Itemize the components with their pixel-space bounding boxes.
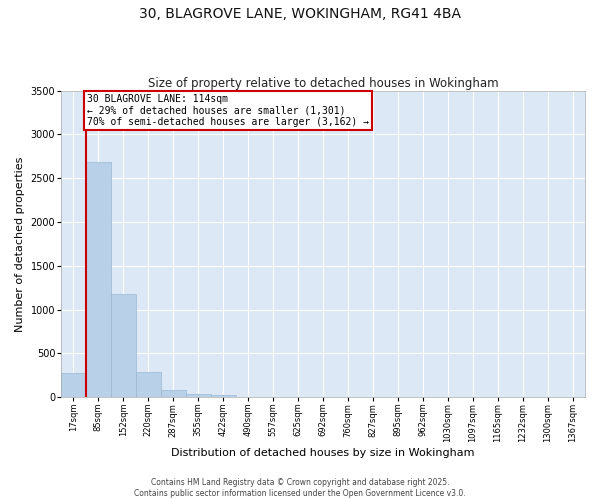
Y-axis label: Number of detached properties: Number of detached properties bbox=[15, 156, 25, 332]
Bar bbox=[136, 372, 161, 397]
Title: Size of property relative to detached houses in Wokingham: Size of property relative to detached ho… bbox=[148, 76, 498, 90]
Bar bbox=[86, 162, 111, 397]
Bar bbox=[161, 390, 185, 397]
Bar bbox=[61, 374, 86, 397]
Bar bbox=[111, 294, 136, 397]
Bar bbox=[211, 395, 236, 397]
Bar bbox=[185, 394, 211, 397]
Text: 30 BLAGROVE LANE: 114sqm
← 29% of detached houses are smaller (1,301)
70% of sem: 30 BLAGROVE LANE: 114sqm ← 29% of detach… bbox=[87, 94, 369, 128]
X-axis label: Distribution of detached houses by size in Wokingham: Distribution of detached houses by size … bbox=[171, 448, 475, 458]
Text: Contains HM Land Registry data © Crown copyright and database right 2025.
Contai: Contains HM Land Registry data © Crown c… bbox=[134, 478, 466, 498]
Text: 30, BLAGROVE LANE, WOKINGHAM, RG41 4BA: 30, BLAGROVE LANE, WOKINGHAM, RG41 4BA bbox=[139, 8, 461, 22]
